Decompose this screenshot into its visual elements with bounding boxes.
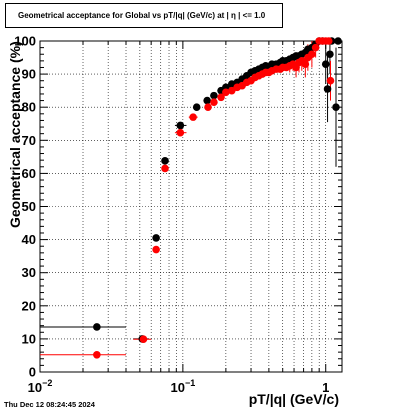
data-point (324, 37, 333, 45)
data-point (152, 245, 160, 254)
data-point (189, 113, 197, 121)
data-markers (93, 37, 342, 359)
data-point (323, 85, 332, 93)
data-point (161, 157, 169, 165)
y-tick-label: 60 (22, 166, 36, 181)
data-point (139, 335, 148, 344)
data-point (152, 234, 160, 242)
data-point (210, 91, 218, 100)
grid-lines (40, 41, 342, 372)
data-point (93, 350, 101, 359)
timestamp: Thu Dec 12 08:24:45 2024 (4, 400, 95, 409)
data-point (203, 96, 211, 105)
data-point (204, 103, 212, 111)
tick-labels: 0 10 20 30 40 50 60 70 80 90 100 10−2 10−1 1 (14, 34, 329, 396)
data-point (334, 37, 342, 45)
y-tick-label: 0 (29, 365, 36, 380)
y-tick-label: 40 (22, 232, 36, 247)
data-point (176, 128, 185, 137)
error-bars (40, 41, 337, 356)
data-point (326, 50, 334, 59)
data-point (326, 76, 335, 85)
x-tick-label: 10−2 (28, 378, 53, 395)
data-point (222, 88, 230, 97)
data-point (308, 50, 316, 59)
data-point (192, 103, 201, 111)
y-tick-label: 100 (14, 34, 36, 49)
y-tick-label: 70 (22, 133, 36, 148)
plot-title-box: Geometrical acceptance for Global vs pT/… (5, 3, 283, 28)
data-point (332, 103, 340, 111)
data-point (311, 43, 320, 52)
y-tick-label: 20 (22, 298, 36, 313)
x-tick-label: 1 (322, 380, 329, 395)
plot-title: Geometrical acceptance for Global vs pT/… (18, 11, 266, 20)
y-tick-label: 10 (22, 331, 36, 346)
y-tick-label: 30 (22, 265, 36, 280)
data-point (210, 98, 218, 107)
data-point (93, 323, 101, 331)
data-point (217, 93, 225, 102)
axis-ticks (39, 40, 342, 373)
y-tick-label: 90 (22, 67, 36, 82)
data-point (161, 164, 169, 173)
y-axis-title: Geometrical acceptance (%) (7, 41, 23, 228)
x-axis-title: pT/|q| (GeV/c) (249, 391, 339, 407)
y-tick-label: 80 (22, 100, 36, 115)
data-point (321, 60, 330, 68)
data-point (301, 60, 310, 68)
x-tick-label: 10−1 (170, 378, 195, 395)
y-tick-label: 50 (22, 199, 36, 214)
data-point (176, 121, 185, 130)
